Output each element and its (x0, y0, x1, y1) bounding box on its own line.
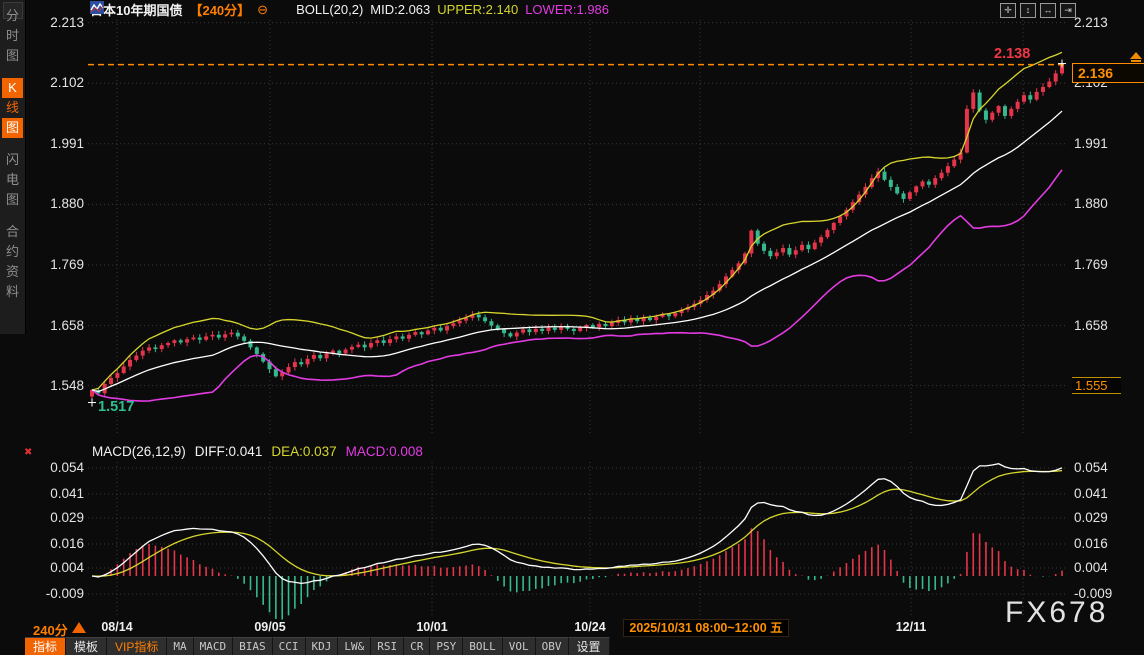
price-tick-label: 1.769 (1074, 257, 1108, 272)
price-tick-label: 1.991 (1074, 135, 1108, 151)
macd-header: MACD(26,12,9) DIFF:0.041 DEA:0.037 MACD:… (92, 444, 423, 459)
boll-settings-label[interactable]: BOLL(20,2) (296, 1, 364, 17)
watermark: FX678 (1005, 596, 1109, 629)
indicator-cr[interactable]: CR (404, 637, 431, 655)
macd-tick-label: 0.054 (1074, 460, 1108, 475)
candles-layer (90, 51, 1065, 403)
sidebar-item-char: 闪 (5, 152, 19, 167)
macd-tick-label: 0.041 (50, 486, 84, 501)
mini-chart-icon (90, 1, 289, 16)
price-tick-label: 1.548 (50, 377, 84, 393)
session-high-label: 2.138 (994, 46, 1031, 62)
tab-vip指标[interactable]: VIP指标 (107, 637, 168, 655)
price-tick-label: 1.991 (50, 135, 84, 151)
marked-price-tag: 1.555 (1072, 377, 1121, 394)
date-label: 10/24 (574, 620, 606, 634)
price-tick-label: 1.658 (1074, 317, 1108, 333)
sidebar-item-flash[interactable]: 闪电图 (0, 150, 25, 210)
scroll-latest-icon[interactable]: ⇥ (1060, 3, 1076, 18)
boll-upper-label: UPPER:2.140 (437, 1, 519, 17)
tab-模板[interactable]: 模板 (66, 637, 108, 655)
price-tick-label: 1.658 (50, 317, 84, 333)
macd-tick-label: 0.004 (50, 560, 84, 575)
macd-tick-label: -0.009 (1074, 586, 1113, 601)
macd-layer (91, 463, 1063, 620)
tab-指标[interactable]: 指标 (25, 637, 67, 655)
date-label: 10/01 (416, 620, 448, 634)
boll-mid-label: MID:2.063 (370, 1, 431, 17)
sidebar-item-char: 电 (5, 172, 19, 187)
macd-tick-label: 0.054 (50, 460, 84, 475)
tab-设置[interactable]: 设置 (568, 637, 610, 655)
price-tick-label: 1.880 (1074, 196, 1108, 212)
macd-tick-label: 0.041 (1074, 486, 1108, 501)
sidebar-item-char: 合 (5, 224, 19, 239)
period-label[interactable]: 240分 (33, 623, 68, 638)
sidebar-item-char: 图 (2, 118, 23, 138)
period-arrow-icon[interactable] (72, 622, 86, 633)
sidebar-item-char: 资 (5, 264, 19, 279)
sidebar-item-char: 图 (5, 48, 19, 63)
indicator-vol[interactable]: VOL (502, 637, 536, 655)
date-label: 12/11 (895, 620, 927, 634)
sidebar-collapse-box[interactable] (3, 2, 23, 19)
indicator-cci[interactable]: CCI (272, 637, 306, 655)
indicator-macd[interactable]: MACD (193, 637, 234, 655)
sidebar-item-char: 料 (5, 284, 19, 299)
macd-tick-label: 0.016 (1074, 536, 1108, 551)
boll-lower-label: LOWER:1.986 (525, 1, 610, 17)
sidebar-item-char: 分 (5, 8, 19, 23)
indicator-rsi[interactable]: RSI (371, 637, 405, 655)
macd-tick-label: 0.016 (50, 536, 84, 551)
period-badge[interactable]: 【240分】 (189, 2, 251, 18)
fit-horizontal-icon[interactable]: ↔ (1040, 3, 1056, 18)
sidebar-item-contract-info[interactable]: 合约资料 (0, 222, 25, 302)
macd-tick-label: 0.004 (1074, 560, 1108, 575)
indicator-ma[interactable]: MA (167, 637, 194, 655)
macd-hist-label: MACD:0.008 (345, 444, 423, 459)
window-icons: ✛ ↕ ↔ ⇥ (1000, 3, 1076, 18)
macd-diff-label: DIFF:0.041 (194, 444, 263, 459)
date-label: 08/14 (101, 620, 133, 634)
latest-arrow-icon[interactable] (1130, 52, 1142, 62)
date-label: 09/05 (254, 620, 286, 634)
macd-tick-label: 0.029 (50, 510, 84, 525)
macd-tick-label: 0.029 (1074, 510, 1108, 525)
fit-vertical-icon[interactable]: ↕ (1020, 3, 1036, 18)
indicator-obv[interactable]: OBV (535, 637, 569, 655)
instrument-title: 日本10年期国债 (90, 2, 183, 18)
price-tick-label: 1.880 (50, 196, 84, 212)
macd-settings-label[interactable]: MACD(26,12,9) (92, 444, 186, 459)
indicator-kdj[interactable]: KDJ (305, 637, 339, 655)
price-tick-label: 2.213 (50, 14, 84, 30)
indicator-bias[interactable]: BIAS (233, 637, 273, 655)
sidebar-item-char: 约 (5, 244, 19, 259)
last-price-tag: 2.136 (1072, 63, 1144, 83)
price-tick-label: 2.213 (1074, 14, 1108, 30)
selected-range-label: 2025/10/31 08:00~12:00 五 (623, 619, 789, 637)
sidebar-item-char: K (2, 78, 23, 98)
chart-header: 日本10年期国债 【240分】 ⊖ BOLL(20,2) MID:2.063 U… (90, 1, 610, 18)
macd-dea-label: DEA:0.037 (271, 444, 337, 459)
sidebar-item-timeshare[interactable]: 分时图 (0, 6, 25, 66)
indicator-psy[interactable]: PSY (430, 637, 464, 655)
price-tick-label: 1.769 (50, 257, 84, 272)
indicator-toolbar: 指标 模板 VIP指标 MA MACD BIAS CCI KDJ LW& RSI CR PSY BOLL… (25, 637, 610, 655)
sidebar-item-char: 时 (5, 28, 19, 43)
sidebar-item-char: 图 (5, 192, 19, 207)
minus-circle-icon[interactable]: ⊖ (257, 1, 269, 17)
macd-tick-label: -0.009 (45, 586, 84, 601)
layout-grid-icon[interactable]: ✛ (1000, 3, 1016, 18)
price-tick-label: 2.102 (50, 75, 84, 91)
macd-marker-icon[interactable]: ✖ (24, 447, 33, 458)
indicator-lw&[interactable]: LW& (338, 637, 372, 655)
session-low-label: 1.517 (98, 399, 135, 415)
indicator-boll[interactable]: BOLL (463, 637, 503, 655)
sidebar-item-char: 线 (5, 100, 19, 115)
